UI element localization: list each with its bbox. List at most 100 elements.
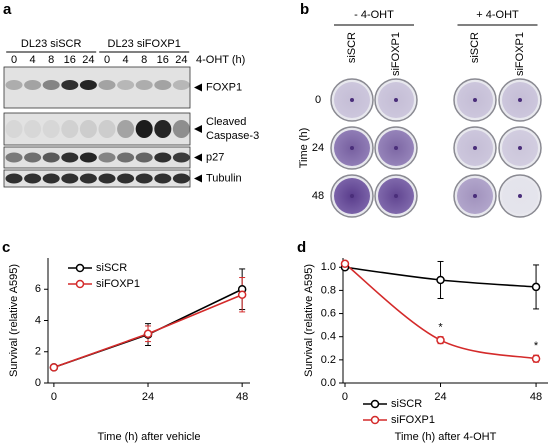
annotation: * [534, 340, 539, 352]
lane-label: 8 [48, 54, 54, 66]
well-center [518, 146, 522, 150]
blot-band [5, 80, 23, 90]
well-center [473, 194, 477, 198]
blot-band [172, 80, 190, 90]
legend-marker [75, 263, 85, 273]
blot-band [79, 152, 97, 163]
y-tick-label: 0.6 [321, 307, 336, 319]
condition-label: + 4-OHT [476, 9, 519, 21]
y-tick-label: 0.2 [321, 354, 336, 366]
blot-band [42, 173, 60, 184]
blot-band [24, 80, 42, 90]
blot-band [24, 120, 42, 138]
y-tick-label: 1.0 [321, 261, 336, 273]
y-axis-label: Survival (relative A595) [8, 264, 20, 377]
y-tick-label: 0.0 [321, 377, 336, 389]
row-label: 48 [312, 190, 324, 202]
well-center [473, 146, 477, 150]
x-axis-label: Time (h) after 4-OHT [395, 431, 497, 443]
x-tick-label: 0 [342, 391, 348, 403]
blot-band [79, 173, 97, 184]
treatment-label: 4-OHT (h) [196, 54, 245, 66]
blot-band [154, 80, 172, 90]
lane-label: 16 [64, 54, 76, 66]
x-tick-label: 24 [142, 391, 154, 403]
lane-label: 4 [30, 54, 36, 66]
lane-label: 8 [141, 54, 147, 66]
legend-marker [75, 279, 85, 289]
row-label: 0 [315, 94, 321, 106]
blot-strip [3, 146, 191, 169]
panel-label: c [2, 239, 10, 256]
well-center [518, 98, 522, 102]
band-label: FOXP1 [206, 81, 242, 93]
blot-band [42, 120, 60, 138]
blot-band [98, 80, 116, 90]
row-label: 24 [312, 142, 324, 154]
marker [436, 275, 445, 285]
blot-band [79, 80, 97, 90]
blot-band [79, 120, 97, 138]
well-center [473, 98, 477, 102]
group-label: DL23 siSCR [21, 38, 82, 50]
blot-band [5, 173, 23, 184]
band-arrow [194, 125, 202, 133]
y-axis-label: Survival (relative A595) [303, 264, 315, 377]
blot-band [154, 152, 172, 163]
column-label: siSCR [469, 32, 481, 63]
band-arrow [194, 174, 202, 183]
panel-label: a [3, 1, 12, 18]
lane-label: 24 [175, 54, 187, 66]
blot-band [61, 120, 79, 138]
well-center [350, 98, 354, 102]
band-label: Tubulin [206, 172, 242, 184]
condition-label: - 4-OHT [354, 9, 394, 21]
blot-band [117, 120, 135, 138]
band-label: Cleaved [206, 116, 246, 128]
well-center [350, 146, 354, 150]
blot-band [61, 152, 79, 163]
lane-label: 4 [123, 54, 129, 66]
marker [143, 329, 153, 339]
y-tick-label: 0.4 [321, 331, 336, 343]
legend-marker [370, 415, 380, 425]
marker [340, 259, 350, 269]
blot-strip [3, 66, 191, 109]
x-tick-label: 48 [530, 391, 542, 403]
band-label: p27 [206, 151, 224, 163]
blot-band [172, 152, 190, 163]
marker [49, 363, 59, 372]
column-label: siSCR [346, 32, 358, 63]
blot-band [98, 173, 116, 184]
panel-label: d [297, 239, 306, 256]
legend-label: siFOXP1 [96, 278, 140, 290]
legend-label: siSCR [96, 262, 127, 274]
x-axis-label: Time (h) after vehicle [98, 431, 201, 443]
legend-marker [370, 399, 380, 409]
lane-label: 0 [11, 54, 17, 66]
blot-band [154, 120, 172, 138]
lane-label: 24 [82, 54, 94, 66]
annotation: * [438, 322, 443, 334]
blot-band [98, 120, 116, 138]
column-label: siFOXP1 [514, 32, 526, 76]
blot-band [117, 173, 135, 184]
marker [237, 290, 247, 299]
blot-band [135, 173, 153, 184]
well-center [394, 146, 398, 150]
blot-band [42, 152, 60, 163]
blot-band [42, 80, 60, 90]
well-center [518, 194, 522, 198]
x-tick-label: 24 [434, 391, 446, 403]
blot-band [5, 152, 23, 163]
lane-label: 0 [104, 54, 110, 66]
band-arrow [194, 153, 202, 162]
blot-band [24, 173, 42, 184]
blot-band [98, 152, 116, 163]
blot-band [135, 152, 153, 163]
y-tick-label: 0 [35, 377, 41, 389]
blot-band [117, 152, 135, 163]
blot-band [61, 80, 79, 90]
blot-band [135, 120, 153, 138]
